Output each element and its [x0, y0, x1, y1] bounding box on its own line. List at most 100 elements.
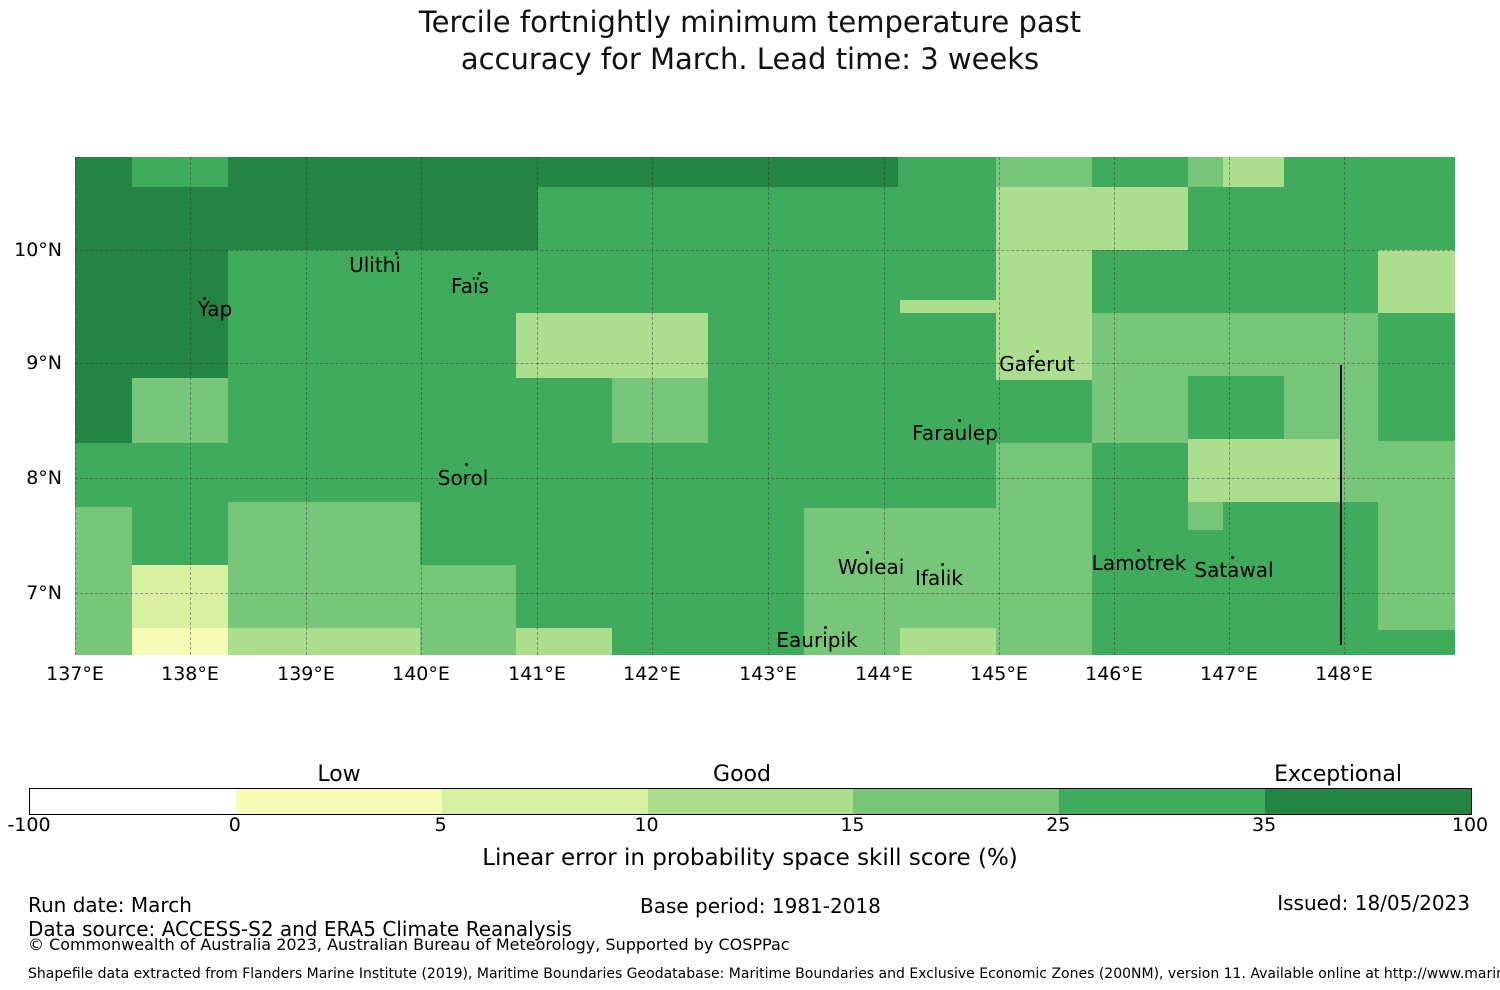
map-cell	[228, 502, 420, 628]
x-tick-label: 139°E	[277, 663, 335, 685]
island-label: Gaferut	[999, 352, 1075, 376]
colorbar-segment	[235, 789, 442, 814]
island-label: Faïs	[451, 274, 489, 298]
island-label: Ulithi	[349, 253, 401, 277]
map-cell	[132, 565, 228, 628]
map-cell	[1188, 439, 1340, 502]
meridian-gridline	[306, 157, 307, 655]
island-dot	[1137, 549, 1140, 552]
map-cell	[1378, 441, 1455, 630]
island-dot	[395, 252, 398, 255]
colorbar-tick-label: -100	[7, 814, 51, 836]
map-cell	[1092, 313, 1378, 376]
colorbar-segment	[441, 789, 648, 814]
title-line-2: accuracy for March. Lead time: 3 weeks	[460, 42, 1040, 76]
map-cell	[132, 378, 228, 443]
y-tick-label: 10°N	[14, 239, 62, 261]
y-tick-label: 8°N	[26, 467, 62, 489]
skill-score-map: Yap Ulithi Faïs Sorol Gaferut Faraulep Woleai I…	[75, 157, 1455, 655]
base-period-text: Base period: 1981-2018	[640, 894, 881, 918]
meridian-gridline	[537, 157, 538, 655]
island-dot	[1231, 556, 1234, 559]
map-cell	[1092, 376, 1188, 443]
map-cell	[228, 628, 420, 655]
y-tick-label: 9°N	[26, 352, 62, 374]
island-label: Sorol	[437, 466, 489, 490]
island-label: Ifalik	[915, 566, 963, 590]
x-tick-label: 145°E	[970, 663, 1028, 685]
meridian-gridline	[75, 157, 76, 655]
parallel-gridline	[75, 478, 1455, 479]
island-dot	[203, 297, 206, 300]
island-dot	[958, 419, 961, 422]
x-tick-label: 148°E	[1315, 663, 1373, 685]
colorbar-segment	[1265, 789, 1472, 814]
x-tick-label: 140°E	[392, 663, 450, 685]
issued-date-text: Issued: 18/05/2023	[1277, 891, 1470, 915]
x-tick-label: 147°E	[1200, 663, 1258, 685]
map-cell	[1340, 439, 1378, 502]
meridian-gridline	[652, 157, 653, 655]
colorbar-tick-label: 100	[1451, 814, 1489, 836]
x-tick-label: 141°E	[508, 663, 566, 685]
colorbar-quality-label: Low	[317, 762, 361, 787]
meridian-gridline	[999, 157, 1000, 655]
map-cell	[228, 157, 538, 250]
y-tick-label: 7°N	[26, 582, 62, 604]
map-cell	[516, 313, 708, 378]
colorbar-tick-label: 15	[840, 814, 865, 836]
map-cell	[612, 378, 708, 443]
run-date-text: Run date: March	[28, 893, 192, 917]
shapefile-attribution-text: Shapefile data extracted from Flanders M…	[28, 966, 1500, 982]
colorbar-tick-label: 35	[1252, 814, 1277, 836]
map-cell	[132, 628, 228, 655]
x-tick-label: 137°E	[46, 663, 104, 685]
x-tick-label: 142°E	[623, 663, 681, 685]
eez-boundary-line	[1340, 365, 1342, 645]
island-label: Faraulep	[912, 421, 998, 445]
island-label: Eauripik	[776, 628, 858, 652]
colorbar-tick-label: 25	[1046, 814, 1071, 836]
page-title: Tercile fortnightly minimum temperature …	[0, 4, 1500, 78]
map-cell	[1284, 376, 1378, 439]
island-dot	[465, 463, 468, 466]
map-cell	[420, 565, 516, 655]
colorbar	[29, 788, 1472, 815]
x-tick-label: 144°E	[855, 663, 913, 685]
meridian-gridline	[190, 157, 191, 655]
x-tick-label: 138°E	[161, 663, 219, 685]
parallel-gridline	[75, 593, 1455, 594]
title-line-1: Tercile fortnightly minimum temperature …	[418, 5, 1082, 39]
map-cell	[996, 187, 1188, 250]
colorbar-quality-label: Good	[713, 762, 771, 787]
island-label: Woleai	[837, 555, 905, 579]
parallel-gridline	[75, 363, 1455, 364]
meridian-gridline	[421, 157, 422, 655]
map-cell	[516, 628, 612, 655]
island-label: Yap	[197, 297, 233, 321]
meridian-gridline	[1114, 157, 1115, 655]
map-cell	[1378, 250, 1455, 313]
island-label: Satawal	[1194, 558, 1274, 582]
map-cell	[1188, 502, 1223, 530]
map-cell	[132, 187, 228, 378]
x-tick-label: 143°E	[739, 663, 797, 685]
colorbar-tick-label: 5	[434, 814, 447, 836]
map-cell	[996, 157, 1092, 187]
parallel-gridline	[75, 250, 1455, 251]
colorbar-tick-label: 0	[228, 814, 241, 836]
map-cell	[900, 628, 996, 655]
map-cell	[75, 507, 132, 655]
colorbar-quality-label: Exceptional	[1274, 762, 1402, 787]
map-cell	[1223, 157, 1284, 187]
colorbar-segment	[30, 789, 236, 814]
colorbar-axis-label: Linear error in probability space skill …	[482, 845, 1018, 871]
island-dot	[824, 626, 827, 629]
meridian-gridline	[1229, 157, 1230, 655]
island-label: Lamotrek	[1091, 551, 1187, 575]
map-cell	[996, 250, 1092, 380]
map-cell	[1188, 157, 1223, 187]
island-dot	[478, 272, 481, 275]
meridian-gridline	[768, 157, 769, 655]
